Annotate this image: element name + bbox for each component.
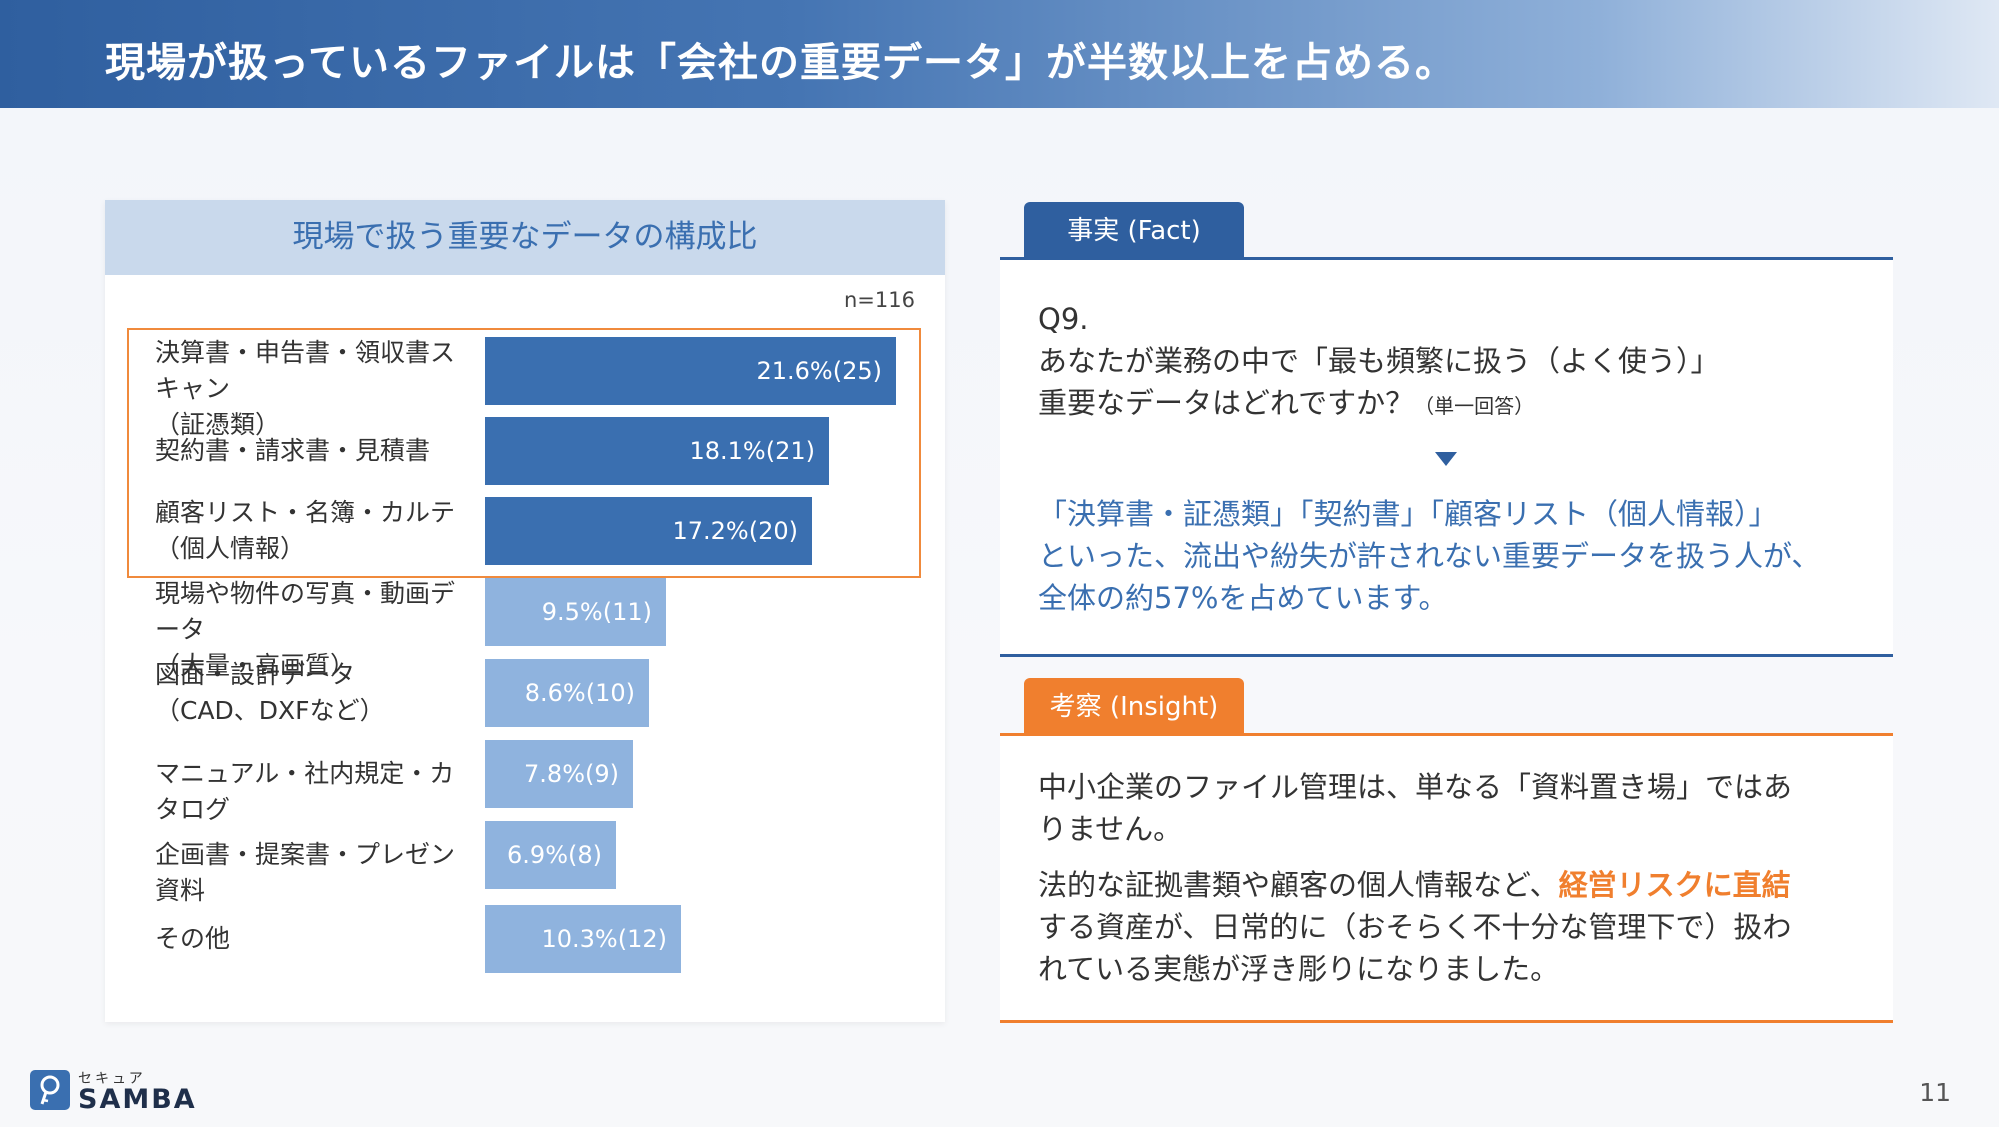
category-label-line: 現場や物件の写真・動画データ bbox=[155, 579, 456, 644]
insight-line-3: 法的な証拠書類や顧客の個人情報など、経営リスクに直結 bbox=[1038, 864, 1791, 906]
bar bbox=[485, 578, 666, 646]
bar bbox=[485, 659, 649, 727]
question-note: （単一回答） bbox=[1414, 394, 1535, 418]
insight-line-5: れている実態が浮き彫りになりました。 bbox=[1038, 952, 1560, 986]
bar-value-label: 17.2%(20) bbox=[672, 517, 798, 545]
category-label-line: 顧客リスト・名簿・カルテ bbox=[155, 498, 456, 527]
category-label-line: （個人情報） bbox=[155, 534, 306, 563]
category-label-line: 決算書・申告書・領収書スキャン bbox=[155, 338, 456, 403]
tab-fact: 事実 (Fact) bbox=[1024, 202, 1244, 258]
bar-value-label: 8.6%(10) bbox=[524, 679, 635, 707]
arrow-down-icon bbox=[1435, 452, 1457, 466]
question-number: Q9. bbox=[1038, 302, 1089, 336]
logo-text: SAMBA bbox=[78, 1084, 197, 1115]
category-label: 図面・設計データ （CAD、DXFなど） bbox=[155, 657, 475, 729]
insight-card: 中小企業のファイル管理は、単なる「資料置き場」ではあ りません。 法的な証拠書類… bbox=[1000, 733, 1893, 1023]
insight-line-4: する資産が、日常的に（おそらく不十分な管理下で）扱わ bbox=[1038, 910, 1792, 944]
category-label-line: 企画書・提案書・プレゼン資料 bbox=[155, 840, 456, 905]
category-label: 決算書・申告書・領収書スキャン （証憑類） bbox=[155, 335, 475, 443]
bar bbox=[485, 821, 616, 889]
page-title: 現場が扱っているファイルは「会社の重要データ」が半数以上を占める。 bbox=[105, 40, 1456, 86]
question-line-2: 重要なデータはどれですか？（単一回答） bbox=[1038, 382, 1534, 427]
insight-line-3-text: 法的な証拠書類や顧客の個人情報など、 bbox=[1038, 868, 1559, 902]
result-line-3: 全体の約57%を占めています。 bbox=[1038, 581, 1448, 615]
chart-panel: 現場で扱う重要なデータの構成比 n=116 決算書・申告書・領収書スキャン （証憑… bbox=[105, 200, 945, 1022]
result-line-2: といった、流出や紛失が許されない重要データを扱う人が、 bbox=[1038, 539, 1821, 573]
bar-value-label: 7.8%(9) bbox=[524, 760, 619, 788]
bar-value-label: 21.6%(25) bbox=[756, 357, 882, 385]
chart-panel-header: 現場で扱う重要なデータの構成比 bbox=[105, 200, 945, 275]
insight-line-2: りません。 bbox=[1038, 812, 1183, 846]
highlight-box bbox=[127, 328, 921, 578]
category-label: マニュアル・社内規定・カタログ bbox=[155, 756, 475, 828]
header-bar: 現場が扱っているファイルは「会社の重要データ」が半数以上を占める。 bbox=[0, 0, 1999, 108]
bar bbox=[485, 740, 633, 808]
logo: セキュア SAMBA bbox=[30, 1068, 210, 1115]
bar bbox=[485, 497, 812, 565]
question-text: 重要なデータはどれですか？ bbox=[1038, 386, 1415, 420]
question-line-1: あなたが業務の中で「最も頻繁に扱う（よく使う）」 bbox=[1038, 344, 1720, 378]
category-label-line: （CAD、DXFなど） bbox=[155, 696, 385, 725]
bar bbox=[485, 337, 896, 405]
category-label: 企画書・提案書・プレゼン資料 bbox=[155, 837, 475, 909]
key-logo-icon bbox=[30, 1070, 70, 1110]
category-label: 顧客リスト・名簿・カルテ （個人情報） bbox=[155, 495, 475, 567]
category-label-line: （証憑類） bbox=[155, 410, 281, 439]
logo-small-text: セキュア bbox=[78, 1071, 146, 1087]
category-label-line: 契約書・請求書・見積書 bbox=[155, 436, 431, 465]
category-label-line: 図面・設計データ bbox=[155, 660, 356, 689]
bar-value-label: 6.9%(8) bbox=[507, 841, 602, 869]
bar bbox=[485, 417, 829, 485]
result-line-1: 「決算書・証憑類」「契約書」「顧客リスト（個人情報）」 bbox=[1038, 497, 1778, 531]
chart-title: 現場で扱う重要なデータの構成比 bbox=[292, 219, 758, 255]
category-label-line: その他 bbox=[155, 924, 231, 953]
insight-line-1: 中小企業のファイル管理は、単なる「資料置き場」ではあ bbox=[1038, 770, 1793, 804]
category-label-line: マニュアル・社内規定・カタログ bbox=[155, 759, 455, 824]
bar-value-label: 18.1%(21) bbox=[689, 437, 815, 465]
category-label: 契約書・請求書・見積書 bbox=[155, 433, 475, 469]
bar-value-label: 9.5%(11) bbox=[541, 598, 652, 626]
category-label: その他 bbox=[155, 921, 475, 957]
bar bbox=[485, 905, 681, 973]
category-label: 現場や物件の写真・動画データ （大量・高画質） bbox=[155, 576, 475, 684]
category-label-line: （大量・高画質） bbox=[155, 651, 356, 680]
fact-card: Q9. あなたが業務の中で「最も頻繁に扱う（よく使う）」 重要なデータはどれです… bbox=[1000, 257, 1893, 657]
sample-size: n=116 bbox=[844, 288, 915, 312]
insight-highlight: 経営リスクに直結 bbox=[1558, 868, 1791, 902]
bar-value-label: 10.3%(12) bbox=[541, 925, 667, 953]
tab-insight: 考察 (Insight) bbox=[1024, 678, 1244, 734]
page-number: 11 bbox=[1919, 1078, 1951, 1107]
